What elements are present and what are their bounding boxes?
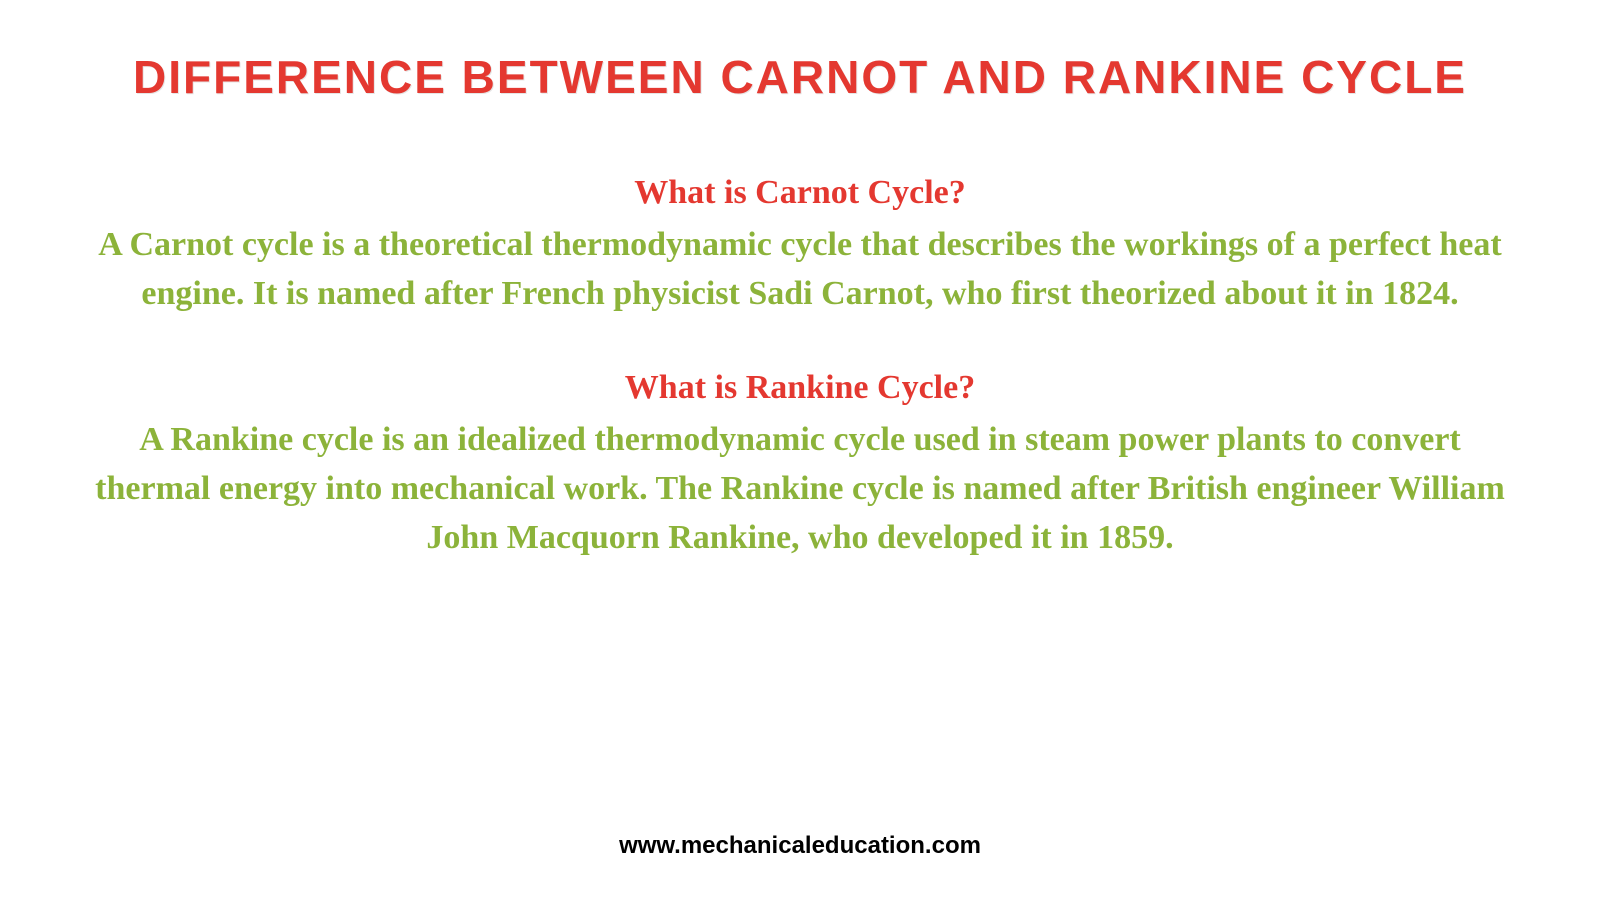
- carnot-body-text: A Carnot cycle is a theoretical thermody…: [60, 220, 1540, 319]
- rankine-body-text: A Rankine cycle is an idealized thermody…: [60, 415, 1540, 563]
- footer-url: www.mechanicaleducation.com: [0, 832, 1600, 860]
- main-title: Difference Between Carnot and Rankine Cy…: [60, 50, 1540, 104]
- rankine-subtitle: What is Rankine Cycle?: [60, 369, 1540, 407]
- carnot-section: What is Carnot Cycle? A Carnot cycle is …: [60, 174, 1540, 319]
- carnot-subtitle: What is Carnot Cycle?: [60, 174, 1540, 212]
- infographic-container: Difference Between Carnot and Rankine Cy…: [0, 0, 1600, 900]
- rankine-section: What is Rankine Cycle? A Rankine cycle i…: [60, 369, 1540, 563]
